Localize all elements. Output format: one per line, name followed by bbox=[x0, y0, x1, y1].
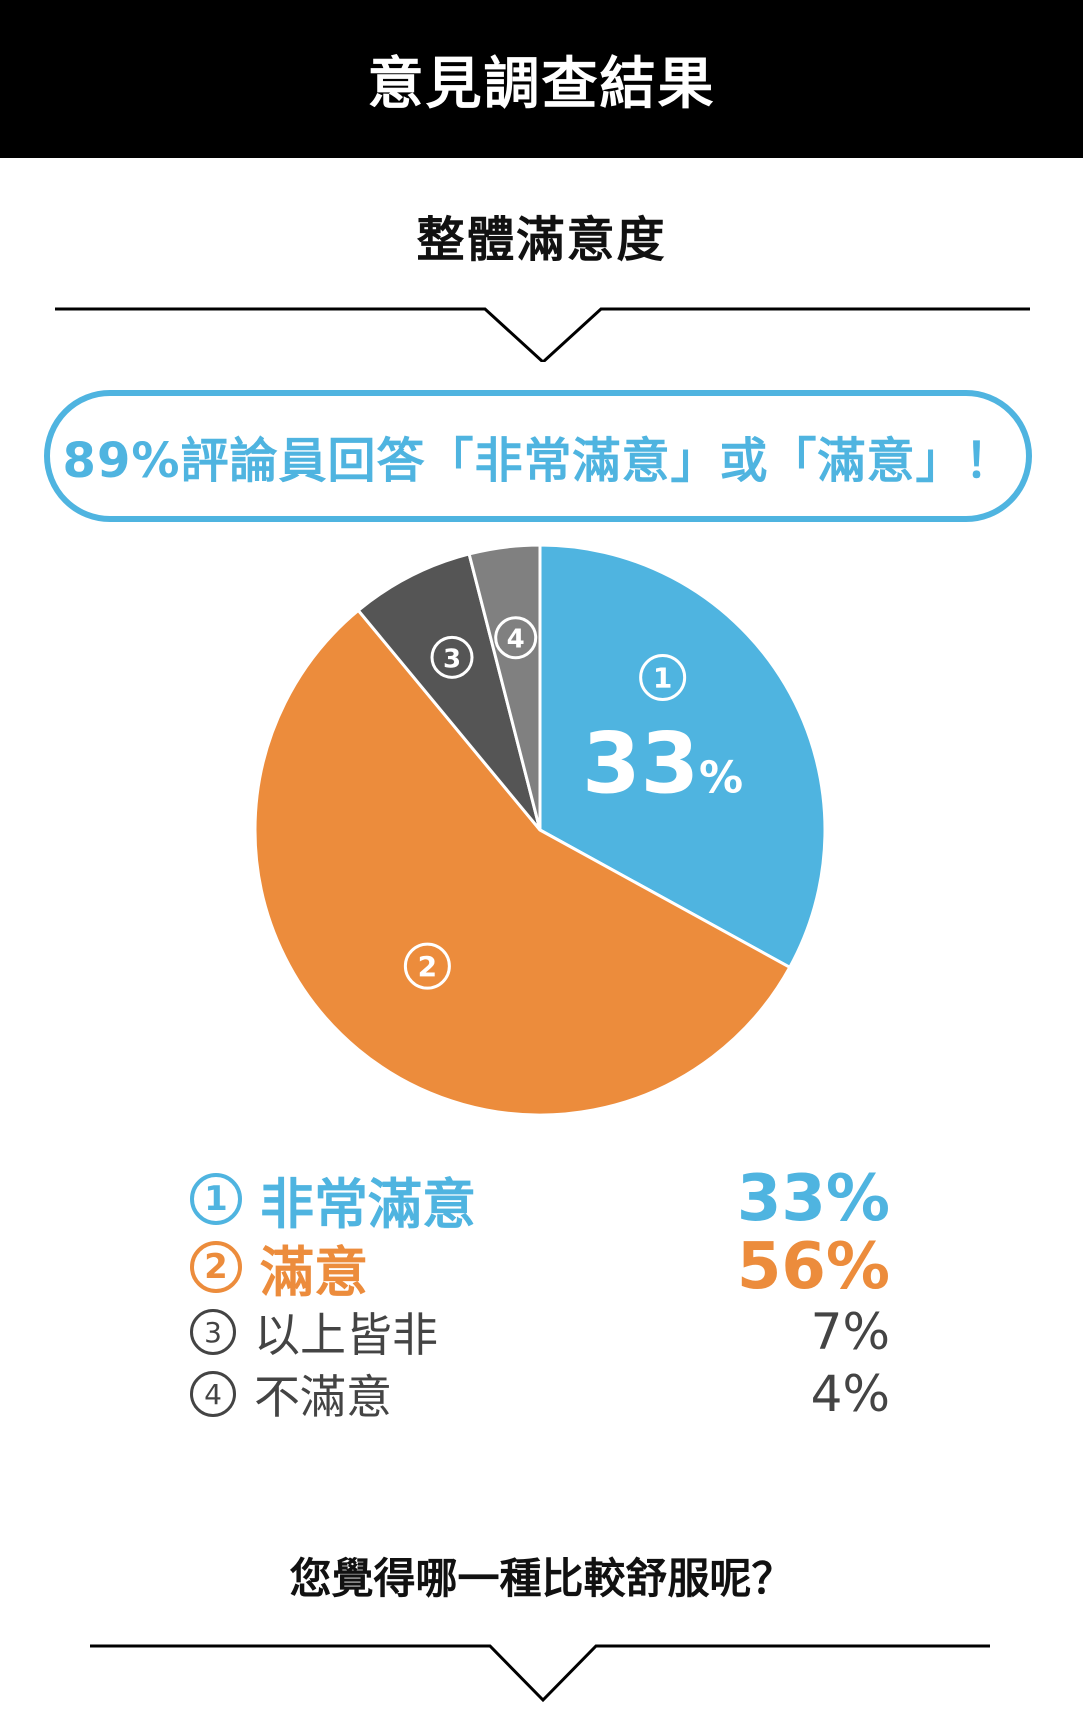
pie-chart: 1 33% 2 3 4 bbox=[253, 543, 827, 1117]
section-title: 整體滿意度 bbox=[416, 212, 667, 268]
legend-marker: 3 bbox=[190, 1309, 236, 1355]
pie-slice-very-satisfied bbox=[538, 543, 827, 970]
summary-banner: 89%評論員回答「非常滿意」或「滿意」！ bbox=[44, 390, 1032, 522]
page-title: 意見調查結果 bbox=[367, 51, 716, 117]
pie-marker-dissatisfied: 4 bbox=[494, 616, 538, 660]
pie-slice-dissatisfied bbox=[467, 543, 542, 831]
legend-row-none-of-above: 3 以上皆非 7% bbox=[190, 1301, 890, 1363]
legend-value: 4% bbox=[810, 1365, 890, 1423]
legend-row-very-satisfied: 1 非常滿意 33% bbox=[190, 1162, 890, 1236]
question-text: 您覺得哪一種比較舒服呢？ bbox=[289, 1554, 794, 1603]
legend-marker: 2 bbox=[190, 1241, 242, 1293]
svg-text:4: 4 bbox=[507, 625, 525, 655]
divider-arrow-line bbox=[90, 1644, 990, 1703]
legend-row-dissatisfied: 4 不滿意 4% bbox=[190, 1363, 890, 1425]
pie-marker-very-satisfied: 1 bbox=[639, 653, 687, 701]
svg-text:1: 1 bbox=[653, 661, 672, 694]
divider-arrow-top bbox=[55, 307, 1030, 362]
divider-arrow-bottom bbox=[90, 1644, 990, 1703]
legend-row-satisfied: 2 滿意 56% bbox=[190, 1230, 890, 1304]
pie-slice-value-label: 33% bbox=[582, 714, 743, 812]
chart-legend: 1 非常滿意 33% 2 滿意 56% 3 以上皆非 7% 4 不滿意 4% bbox=[190, 1162, 890, 1425]
pie-marker-none-of-above: 3 bbox=[430, 635, 474, 679]
legend-item: 4 不滿意 bbox=[190, 1361, 392, 1427]
header-bar: 意見調查結果 bbox=[0, 0, 1083, 158]
legend-item: 3 以上皆非 bbox=[190, 1299, 438, 1365]
legend-marker: 4 bbox=[190, 1371, 236, 1417]
legend-label: 不滿意 bbox=[254, 1370, 392, 1424]
svg-text:2: 2 bbox=[418, 950, 437, 983]
legend-marker: 1 bbox=[190, 1173, 242, 1225]
legend-value: 7% bbox=[810, 1303, 890, 1361]
legend-label: 非常滿意 bbox=[260, 1172, 476, 1236]
pie-marker-satisfied: 2 bbox=[403, 942, 451, 990]
divider-arrow-line bbox=[55, 307, 1030, 362]
legend-value: 33% bbox=[736, 1162, 890, 1236]
pie-slice-none-of-above bbox=[356, 552, 542, 831]
summary-banner-text: 89%評論員回答「非常滿意」或「滿意」！ bbox=[62, 433, 1014, 489]
svg-text:3: 3 bbox=[443, 644, 461, 674]
legend-item: 2 滿意 bbox=[190, 1228, 368, 1307]
pie-slice-satisfied bbox=[253, 608, 792, 1117]
legend-value: 56% bbox=[736, 1230, 890, 1304]
legend-label: 滿意 bbox=[260, 1240, 368, 1304]
legend-label: 以上皆非 bbox=[254, 1308, 438, 1362]
legend-item: 1 非常滿意 bbox=[190, 1160, 476, 1239]
